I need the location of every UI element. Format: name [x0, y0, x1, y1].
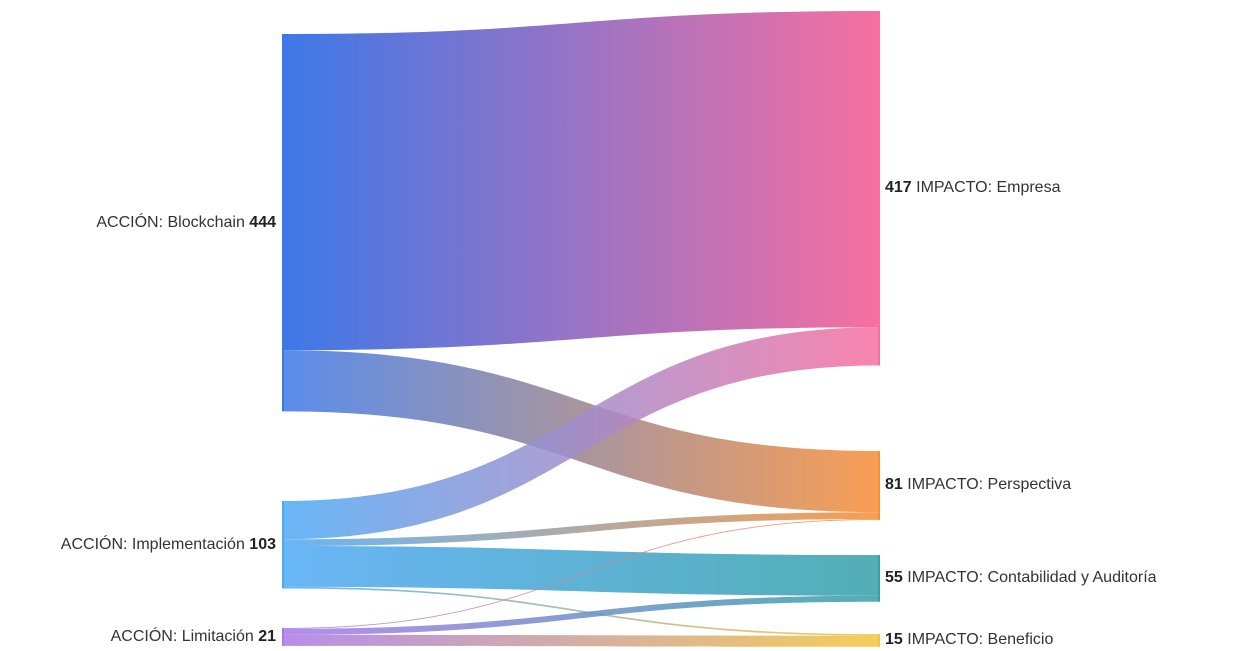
label-contabilidad-text: IMPACTO: Contabilidad y Auditoría — [902, 569, 1157, 587]
sankey-nodes — [282, 11, 880, 647]
node-blockchain — [282, 34, 284, 412]
link-implementacion-contabilidad — [283, 546, 879, 596]
label-implementacion: ACCIÓN: Implementación 103 — [61, 535, 276, 555]
node-implementacion — [282, 501, 284, 589]
label-limitacion: ACCIÓN: Limitación 21 — [111, 627, 276, 647]
label-empresa: 417 IMPACTO: Empresa — [885, 178, 1060, 198]
label-perspectiva-value: 81 — [885, 476, 903, 494]
label-perspectiva: 81 IMPACTO: Perspectiva — [885, 475, 1071, 495]
link-blockchain-empresa — [283, 11, 879, 351]
label-beneficio-text: IMPACTO: Beneficio — [902, 631, 1054, 649]
link-implementacion-empresa — [283, 327, 879, 540]
label-perspectiva-text: IMPACTO: Perspectiva — [902, 476, 1072, 494]
node-limitacion — [282, 628, 284, 646]
link-limitacion-beneficio — [283, 634, 879, 647]
label-blockchain-value: 444 — [249, 213, 276, 231]
label-contabilidad-value: 55 — [885, 569, 903, 587]
link-limitacion-contabilidad — [283, 595, 879, 635]
link-implementacion-beneficio — [283, 586, 879, 636]
sankey-links — [283, 11, 879, 647]
node-beneficio — [878, 634, 880, 647]
node-contabilidad — [878, 555, 880, 602]
label-limitacion-text: ACCIÓN: Limitación — [110, 627, 259, 645]
label-limitacion-value: 21 — [258, 627, 276, 645]
label-empresa-text: IMPACTO: Empresa — [911, 179, 1061, 197]
link-limitacion-perspectiva — [283, 519, 879, 629]
label-implementacion-value: 103 — [249, 535, 276, 553]
link-implementacion-perspectiva — [283, 512, 879, 547]
label-blockchain-text: ACCIÓN: Blockchain — [96, 213, 250, 231]
node-perspectiva — [878, 451, 880, 520]
label-implementacion-text: ACCIÓN: Implementación — [60, 535, 250, 553]
label-blockchain: ACCIÓN: Blockchain 444 — [96, 213, 276, 233]
node-empresa — [878, 11, 880, 366]
label-beneficio-value: 15 — [885, 631, 903, 649]
label-beneficio: 15 IMPACTO: Beneficio — [885, 630, 1053, 650]
label-empresa-value: 417 — [885, 179, 912, 197]
label-contabilidad: 55 IMPACTO: Contabilidad y Auditoría — [885, 568, 1157, 588]
